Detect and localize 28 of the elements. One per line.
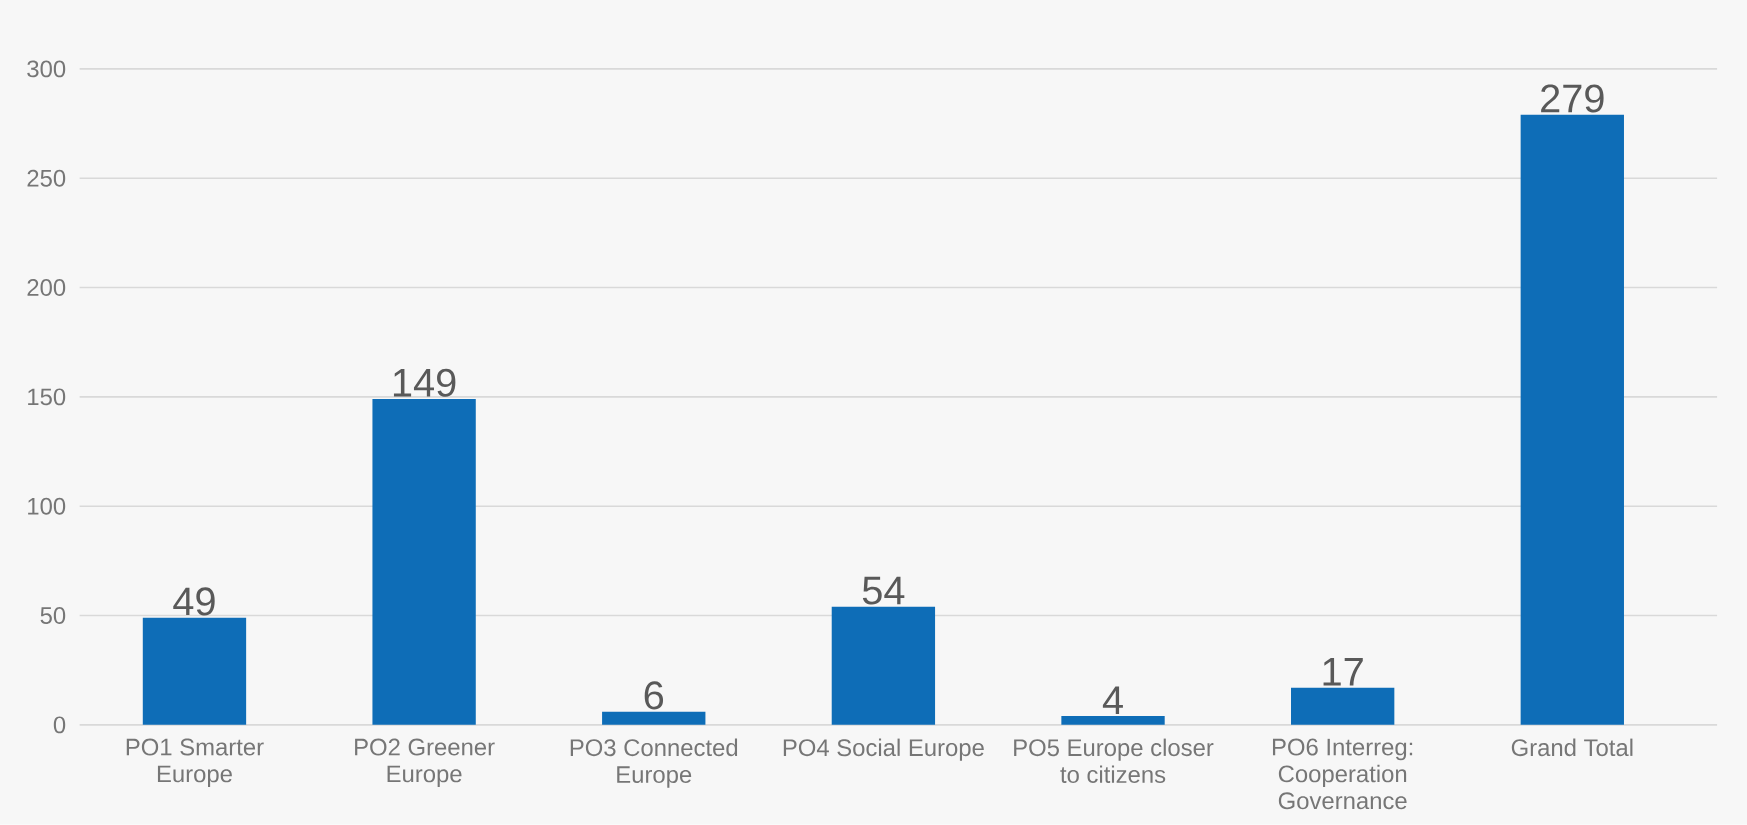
bar (831, 606, 936, 725)
data-label: 6 (644, 681, 664, 710)
y-tick-label: 150 (28, 388, 66, 406)
x-tick-label: PO3 Connected Europe (570, 738, 738, 788)
x-tick-label: PO4 Social Europe (783, 738, 984, 762)
data-label: 4 (1102, 686, 1123, 715)
bar (142, 617, 247, 725)
y-tick-label: 100 (28, 497, 66, 515)
data-label: 17 (1323, 658, 1363, 686)
bar (1061, 716, 1165, 725)
data-label: 149 (393, 368, 456, 398)
data-label: 279 (1541, 84, 1604, 113)
y-tick-label: 300 (27, 60, 66, 78)
y-tick-label: 50 (40, 607, 66, 625)
x-tick-label: PO2 Greener Europe (355, 738, 495, 788)
x-tick-label: PO6 Interreg: Cooperation Governance (1272, 738, 1413, 810)
data-label: 49 (173, 587, 215, 616)
x-tick-label: Grand Total (1511, 738, 1633, 757)
bar (1291, 687, 1395, 725)
bar (602, 711, 706, 725)
bar (372, 399, 476, 725)
bar (1520, 114, 1624, 725)
data-label: 54 (862, 576, 905, 605)
x-tick-label: PO5 Europe closer to citizens (1014, 738, 1214, 784)
x-tick-label: PO1 Smarter Europe (126, 738, 264, 788)
y-tick-label: 0 (53, 716, 66, 734)
y-tick-label: 200 (27, 279, 66, 297)
y-tick-label: 250 (27, 169, 66, 187)
